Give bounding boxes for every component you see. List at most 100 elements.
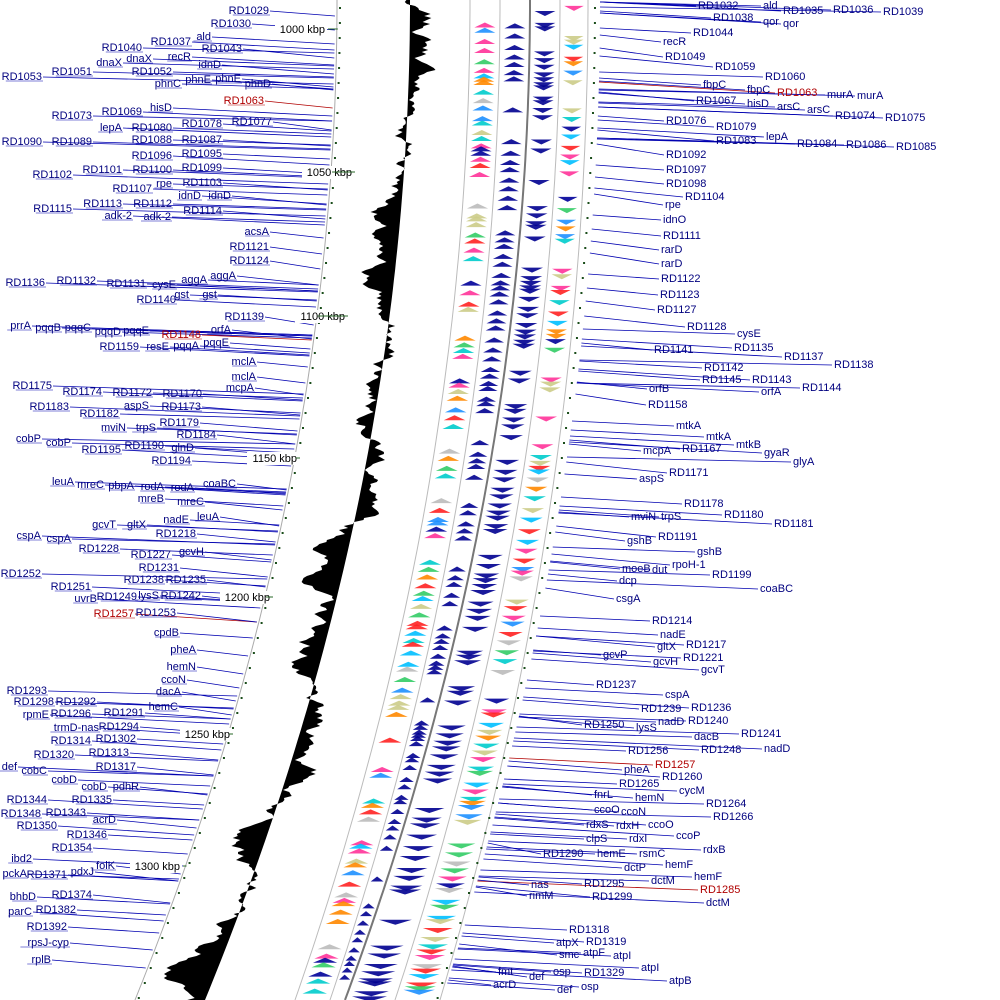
forward-gene-arrow <box>447 389 469 395</box>
gene-label: qor <box>763 16 779 28</box>
reverse-gene-arrow <box>465 608 493 614</box>
forward-gene-arrow <box>337 881 362 887</box>
gene-label: def <box>529 971 545 983</box>
reverse-gene-arrow <box>555 219 577 225</box>
gene-label: RD1085 <box>896 141 936 153</box>
tick-dot <box>472 877 475 879</box>
gene-label: RD1294 <box>99 721 139 733</box>
forward-gene-arrow <box>471 135 493 141</box>
tick-dot <box>274 562 277 564</box>
gene-label: RD1122 <box>661 273 701 285</box>
leader-line <box>119 413 300 420</box>
gene-label: phnC <box>155 78 181 90</box>
gene-label: phnE <box>215 73 241 85</box>
leader-line <box>598 88 856 97</box>
forward-gene-arrow <box>490 280 511 286</box>
leader-line <box>452 964 552 973</box>
reverse-gene-arrow <box>411 817 442 823</box>
leader-line <box>597 129 715 142</box>
forward-gene-arrow <box>488 299 509 305</box>
tick-dot <box>546 547 549 549</box>
leader-line <box>502 786 634 799</box>
reverse-gene-arrow <box>447 843 476 849</box>
forward-gene-arrow <box>302 988 327 994</box>
leader-line <box>67 926 160 934</box>
leader-line <box>599 1 832 11</box>
gene-label: RD1039 <box>883 6 923 18</box>
tick-dot <box>218 772 221 774</box>
gene-label: coaBC <box>203 478 236 490</box>
reverse-gene-arrow <box>455 654 483 660</box>
gene-label: RD1128 <box>687 321 727 333</box>
gene-label: RD1063 <box>777 87 817 99</box>
forward-gene-arrow <box>362 798 386 804</box>
forward-gene-arrow <box>494 237 515 243</box>
gene-label: RD1248 <box>701 744 741 756</box>
leader-line <box>594 187 684 198</box>
reverse-gene-arrow <box>521 508 545 514</box>
leader-line <box>47 770 214 777</box>
reverse-gene-arrow <box>532 96 554 102</box>
gene-label: RD1184 <box>176 429 216 441</box>
tick-dot <box>319 307 322 309</box>
tick-dot <box>264 607 267 609</box>
leader-line <box>564 473 638 480</box>
leader-line <box>256 376 306 384</box>
gene-label: RD1214 <box>652 615 692 627</box>
leader-line <box>596 143 665 156</box>
forward-gene-arrow <box>356 920 369 926</box>
reverse-gene-arrow <box>370 945 404 951</box>
leader-line <box>448 979 492 986</box>
leader-line <box>178 706 232 716</box>
gene-label: nas <box>531 879 549 891</box>
reverse-gene-arrow <box>457 804 486 810</box>
leader-line <box>599 71 764 78</box>
forward-gene-arrow <box>499 160 521 166</box>
leader-line <box>189 519 280 526</box>
forward-gene-arrow <box>469 163 491 169</box>
reverse-gene-arrow <box>453 660 482 666</box>
gene-label: RD1131 <box>106 278 146 290</box>
leader-line <box>598 92 746 105</box>
reverse-gene-arrow <box>453 819 482 825</box>
forward-gene-arrow <box>314 953 339 959</box>
gene-label: RD1195 <box>81 444 121 456</box>
leader-line <box>74 754 219 762</box>
tick-dot <box>575 337 578 339</box>
reverse-gene-arrow <box>473 573 500 579</box>
gene-label: RD1111 <box>663 230 701 242</box>
tick-dot <box>572 367 575 369</box>
leader-line <box>599 55 714 68</box>
reverse-gene-arrow <box>472 578 499 584</box>
tick-dot <box>488 817 491 819</box>
tick-dot <box>281 532 284 534</box>
tick-dot <box>321 292 324 294</box>
leader-line <box>576 382 801 389</box>
tick-dot <box>284 517 287 519</box>
gene-label: rdxS <box>586 819 609 831</box>
gene-label: arsC <box>807 104 830 116</box>
reverse-gene-arrow <box>485 515 510 521</box>
reverse-gene-arrow <box>526 477 549 483</box>
reverse-gene-arrow <box>463 782 491 788</box>
gene-label: RD1107 <box>112 183 152 195</box>
reverse-gene-arrow <box>539 387 561 393</box>
leader-line <box>229 342 311 350</box>
gene-label: hemC <box>149 701 178 713</box>
reverse-gene-arrow <box>504 599 529 605</box>
reverse-gene-arrow <box>388 889 422 895</box>
forward-gene-arrow <box>370 766 394 772</box>
leader-line <box>591 228 662 237</box>
leader-line <box>132 215 325 226</box>
reverse-gene-arrow <box>486 510 511 516</box>
gene-label: RD1296 <box>51 708 91 720</box>
reverse-gene-arrow <box>499 435 523 441</box>
forward-gene-arrow <box>351 937 364 943</box>
forward-gene-arrow <box>475 408 495 414</box>
reverse-gene-arrow <box>469 757 497 763</box>
gene-label: RD1260 <box>662 771 702 783</box>
tick-dot <box>591 127 594 129</box>
reverse-gene-arrow <box>446 690 475 696</box>
reverse-gene-arrow <box>552 268 573 274</box>
reverse-gene-arrow <box>551 274 573 280</box>
